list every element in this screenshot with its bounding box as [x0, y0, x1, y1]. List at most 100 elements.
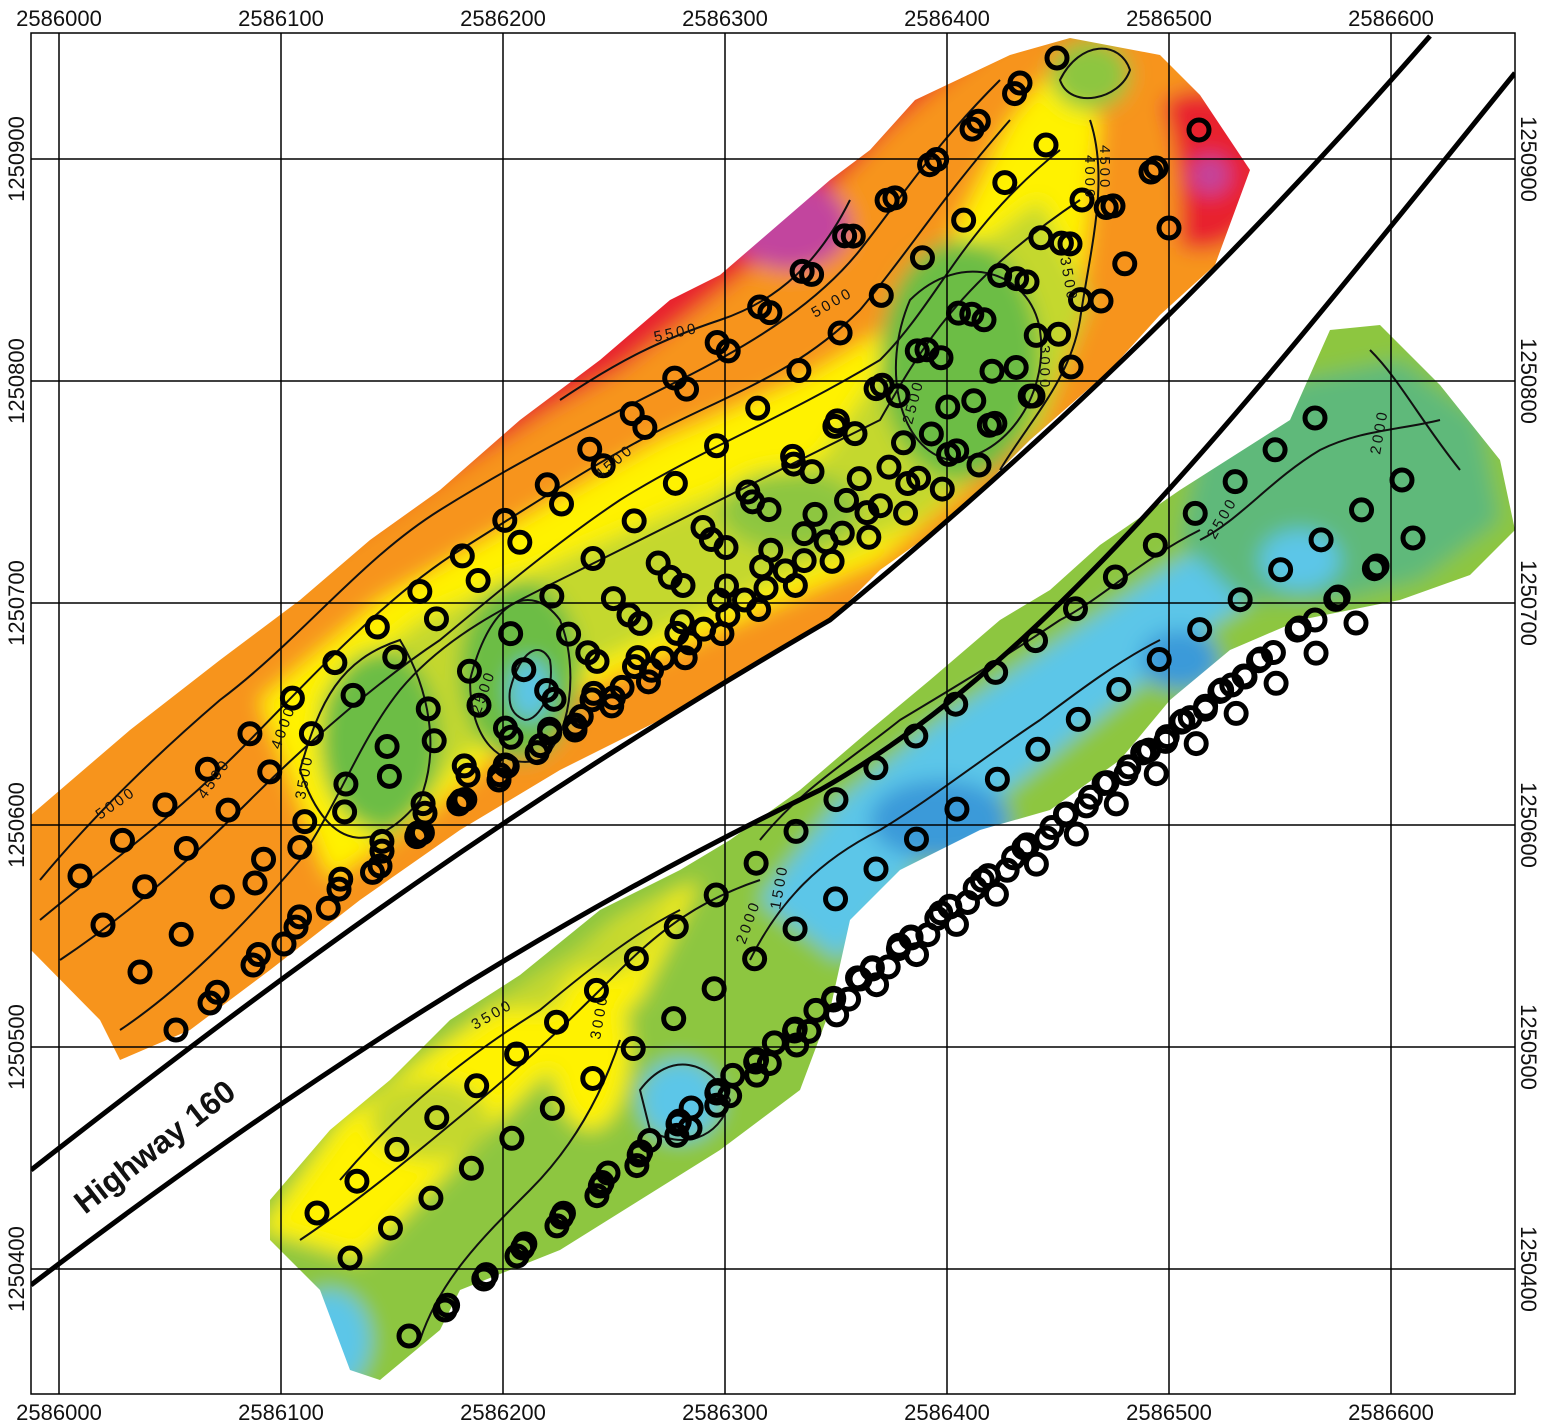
- sample-point: [1268, 557, 1294, 583]
- x-tick-label-bottom: 2586400: [904, 1400, 990, 1425]
- x-tick-label-top: 2586400: [904, 6, 990, 31]
- sample-point: [867, 493, 893, 519]
- sample-point: [971, 307, 997, 333]
- sample-point: [662, 470, 688, 496]
- sample-point: [315, 895, 341, 921]
- sample-point: [499, 1125, 525, 1151]
- sample-point: [1389, 467, 1415, 493]
- sample-point: [194, 756, 220, 782]
- sample-point: [173, 835, 199, 861]
- x-tick-label-bottom: 2586000: [16, 1400, 102, 1425]
- sample-point: [418, 1185, 444, 1211]
- sample-point: [704, 433, 730, 459]
- sample-point: [819, 548, 845, 574]
- x-tick-label-bottom: 2586500: [1126, 1400, 1212, 1425]
- sample-point: [168, 921, 194, 947]
- sample-point: [690, 515, 716, 540]
- sample-point: [799, 459, 825, 485]
- sample-point: [1186, 117, 1212, 143]
- sample-point: [1033, 132, 1059, 158]
- y-tick-label-left: 1250600: [4, 782, 29, 868]
- sample-point: [455, 762, 481, 788]
- sample-point: [1103, 791, 1129, 817]
- sample-point: [799, 261, 825, 287]
- sample-point: [1014, 269, 1040, 295]
- sample-point: [486, 767, 512, 793]
- sample-point: [1023, 628, 1049, 654]
- sample-point: [382, 644, 408, 670]
- sample-point: [951, 207, 977, 233]
- sample-point: [1069, 187, 1095, 213]
- x-tick-label-bottom: 2586100: [238, 1400, 324, 1425]
- sample-point: [562, 717, 588, 743]
- sample-point: [556, 621, 582, 647]
- sample-point: [735, 479, 761, 505]
- sample-point: [197, 990, 223, 1016]
- sample-point: [583, 977, 609, 1003]
- sample-point: [791, 548, 817, 574]
- sample-point: [745, 395, 771, 421]
- sample-point: [802, 501, 828, 527]
- sample-point: [1263, 670, 1289, 696]
- sample-point: [421, 728, 447, 754]
- sample-point: [423, 606, 449, 632]
- sample-point: [1100, 193, 1126, 219]
- sample-point: [251, 846, 277, 872]
- sample-point: [1106, 676, 1132, 702]
- sample-point: [994, 857, 1020, 883]
- sample-point: [504, 1041, 530, 1067]
- sample-point: [903, 826, 929, 852]
- sample-point: [337, 1245, 363, 1271]
- sample-point: [715, 338, 741, 364]
- sample-point: [534, 472, 560, 498]
- x-tick-label-top: 2586300: [682, 6, 768, 31]
- y-tick-label-right: 1250400: [1516, 1226, 1541, 1312]
- sample-points: [67, 45, 1426, 1349]
- sample-point: [984, 766, 1010, 792]
- y-tick-label-left: 1250800: [4, 338, 29, 424]
- sample-point: [743, 1049, 769, 1075]
- sample-point: [832, 223, 858, 249]
- sample-point: [823, 886, 849, 912]
- sample-point: [619, 401, 645, 427]
- sample-point: [584, 1183, 610, 1209]
- sample-point: [326, 876, 352, 902]
- sample-point: [782, 1018, 807, 1044]
- sample-point: [257, 759, 283, 785]
- sample-point: [407, 578, 433, 604]
- sample-point: [966, 452, 992, 478]
- sample-point: [1020, 383, 1046, 409]
- sample-point: [842, 421, 868, 447]
- sample-point: [369, 828, 395, 854]
- sample-point: [961, 388, 987, 414]
- x-tick-label-top: 2586600: [1348, 6, 1434, 31]
- sample-point: [1262, 437, 1288, 463]
- sample-point: [847, 966, 873, 992]
- sample-point: [746, 597, 772, 623]
- sample-point: [824, 408, 850, 434]
- sample-point: [511, 657, 537, 683]
- sample-point: [701, 976, 727, 1002]
- sample-point: [1343, 610, 1369, 636]
- sample-point: [410, 791, 436, 817]
- sample-point: [377, 1215, 403, 1241]
- sample-point: [863, 856, 889, 882]
- sample-point: [1046, 321, 1072, 347]
- sample-point: [1302, 607, 1328, 633]
- sample-point: [580, 546, 606, 571]
- sample-point: [1222, 469, 1248, 495]
- map-frame: [30, 32, 1516, 1395]
- sample-point: [1183, 731, 1209, 757]
- sample-point: [163, 1017, 189, 1043]
- x-tick-label-top: 2586000: [16, 6, 102, 31]
- sample-point: [456, 658, 482, 684]
- highway-160: [31, 34, 1515, 1287]
- sample-point: [637, 1127, 663, 1153]
- sample-point: [209, 884, 235, 910]
- sample-point: [446, 791, 472, 817]
- sample-point: [498, 621, 524, 647]
- sample-point: [1349, 497, 1375, 523]
- sample-point: [875, 954, 901, 980]
- sample-point: [1112, 251, 1138, 277]
